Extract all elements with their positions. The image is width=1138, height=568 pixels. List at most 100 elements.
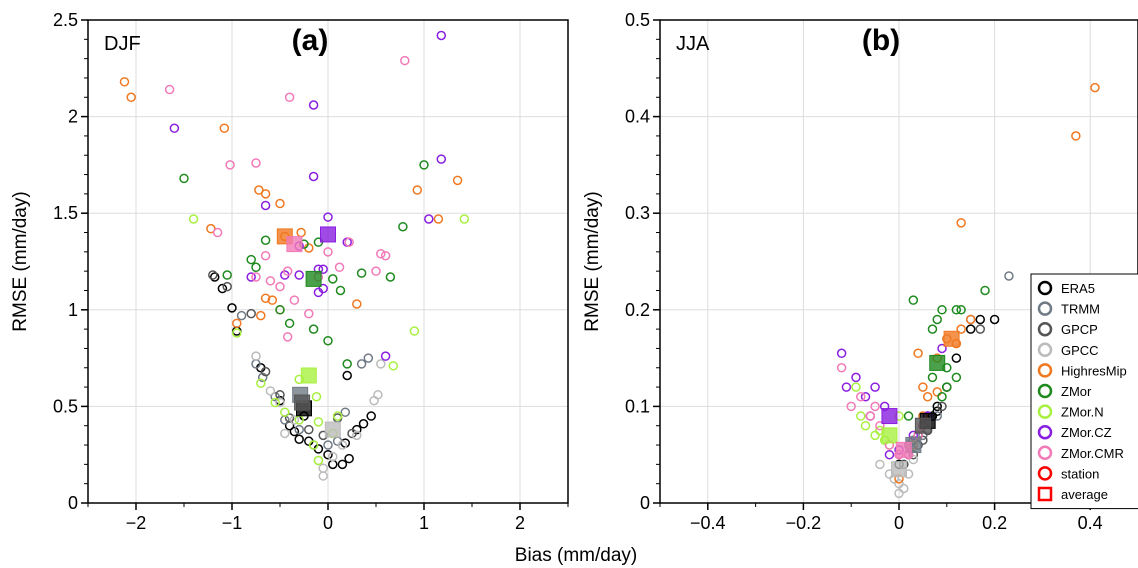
panel-b-x-tick-label: −0.4: [690, 513, 726, 533]
legend-marker-zmor-n: [1037, 404, 1053, 419]
panel-a-point-zmor-cmr: [376, 249, 386, 259]
panel-b-average-zmor-n: [881, 427, 898, 444]
panel-a-point-trmm: [363, 353, 374, 363]
panel-b-point-gpcc: [894, 488, 904, 499]
panel-a-point-zmor: [398, 221, 408, 232]
panel-a-point-era5: [323, 449, 333, 460]
panel-b-point-zmor-cmr: [846, 401, 856, 412]
panel-a-point-zmor: [246, 254, 256, 265]
panel-a-point-highresmip: [260, 189, 271, 199]
panel-a-point-zmor-cmr: [400, 55, 410, 66]
panel-b-point-highresmip: [913, 348, 923, 359]
panel-b-average-gpcc: [891, 461, 907, 478]
panel-b-point-zmor-cz: [870, 382, 880, 392]
panel-a-point-trmm: [270, 391, 280, 402]
panel-a-point-highresmip: [256, 310, 266, 321]
panel-a-point-highresmip: [412, 185, 423, 195]
panel-a-point-zmor: [385, 272, 396, 282]
panel-b-point-era5: [975, 314, 986, 325]
panel-a-average-gpcc: [324, 421, 341, 438]
panel-a-point-highresmip: [296, 227, 306, 238]
panel-a-average-zmor-cmr: [286, 236, 303, 253]
panel-b-point-highresmip: [1071, 131, 1081, 141]
panel-b-y-tick-label: 0.3: [625, 203, 650, 223]
legend-label-highresmip: HighresMip: [1061, 363, 1127, 378]
panel-a-point-zmor-cmr: [289, 295, 300, 305]
legend-marker-trmm: [1037, 301, 1053, 316]
legend-label-average: average: [1061, 487, 1108, 502]
panel-a-point-zmor-cz: [436, 154, 447, 164]
panel-a-point-zmor: [342, 359, 352, 369]
panel-a-average-zmor-n: [300, 367, 317, 384]
panel-b-average-zmor: [929, 354, 946, 371]
panel-a-point-zmor-cz: [246, 272, 256, 282]
panel-a-point-zmor-n: [313, 417, 324, 427]
panel-b-point-gpcp: [937, 401, 947, 412]
legend-label-zmor-n: ZMor.N: [1061, 405, 1104, 420]
legend-label-zmor: ZMor: [1061, 384, 1092, 399]
panel-a-point-gpcc: [251, 351, 261, 361]
panel-a-point-era5: [344, 453, 354, 464]
panel-b-point-gpcp: [975, 324, 986, 334]
panel-a-point-zmor-n: [188, 214, 199, 224]
panel-a-point-era5: [227, 303, 237, 313]
legend-marker-era5: [1037, 280, 1053, 296]
panel-b-point-zmor: [942, 382, 952, 392]
panel-a-point-gpcc: [280, 428, 290, 439]
panel-a-x-tick-label: −2: [126, 513, 147, 533]
panel-a-point-zmor-cmr: [323, 247, 333, 257]
panel-a-average-zmor: [305, 270, 322, 287]
panel-a-point-zmor-cmr: [212, 227, 223, 238]
panel-b-point-highresmip: [918, 382, 928, 392]
panel-a-point-highresmip: [352, 299, 362, 309]
panel-a-point-trmm: [340, 407, 351, 417]
panel-b-point-gpcc: [908, 454, 919, 465]
panel-b-point-zmor: [956, 305, 966, 315]
panel-b-point-trmm: [1004, 271, 1014, 281]
legend-label-station: station: [1061, 466, 1099, 481]
panel-a-point-era5: [358, 419, 369, 429]
panel-a-point-highresmip: [260, 293, 271, 303]
panel-a-point-zmor-n: [332, 411, 343, 421]
panel-b-point-zmor-cz: [860, 391, 871, 402]
legend-label-trmm: TRMM: [1061, 302, 1100, 317]
panel-a-point-gpcc: [289, 415, 300, 425]
panel-a-point-zmor-n: [409, 326, 420, 336]
legend-marker-highresmip: [1037, 363, 1053, 378]
panel-b-point-highresmip: [1090, 82, 1100, 93]
panel-a-point-zmor-cz: [313, 287, 324, 298]
panel-a-point-gpcc: [318, 471, 328, 481]
panel-a-y-tick-label: 1: [68, 300, 78, 320]
legend-label-gpcc: GPCC: [1061, 343, 1099, 358]
panel-a-point-trmm: [257, 372, 268, 383]
panel-b-point-zmor-n: [870, 430, 880, 441]
legend-label-gpcp: GPCP: [1061, 322, 1098, 337]
panel-a-point-zmor-cmr: [282, 332, 293, 342]
panel-a-point-gpcc: [275, 397, 285, 408]
panel-b-average-zmor-cz: [881, 408, 898, 425]
panel-a-point-zmor-cz: [308, 100, 319, 110]
panel-a-y-tick-label: 0: [68, 493, 78, 513]
panel-a-point-trmm: [356, 359, 367, 369]
panel-a-point-zmor-n: [388, 361, 399, 371]
panel-a-djf: −2 −1 0 1 2 0 0.5 1 1.5 2 2.5 RMSE (mm/day) DJF (a): [10, 10, 569, 533]
panel-b-average-gpcp: [914, 417, 931, 434]
legend-label-era5: ERA5: [1061, 281, 1095, 296]
panel-b-point-zmor: [927, 324, 938, 334]
panel-a-x-tick-label: 0: [323, 513, 333, 533]
panel-a-point-zmor-cz: [260, 200, 271, 211]
panel-a-point-trmm: [280, 415, 290, 425]
panel-b-season-label: JJA: [676, 33, 710, 55]
panel-b-jja: −0.4 −0.2 0 0.2 0.4 0 0.1 0.2 0.3 0.4 0.5 RMSE (mm/…: [582, 10, 1138, 533]
panel-b-y-tick-label: 0.1: [625, 396, 650, 416]
panel-b-average-highresmip: [943, 330, 960, 347]
legend-marker-zmor-cmr: [1037, 445, 1053, 461]
panel-a-x-tick-label: 2: [515, 513, 525, 533]
panel-b-point-gpcc: [875, 459, 885, 470]
panel-a-point-trmm: [236, 310, 247, 321]
panel-a-point-zmor-cmr: [251, 158, 261, 168]
panel-b-point-zmor-cz: [841, 382, 852, 392]
panel-b-point-highresmip: [965, 314, 976, 325]
panel-a-point-zmor: [356, 268, 367, 278]
